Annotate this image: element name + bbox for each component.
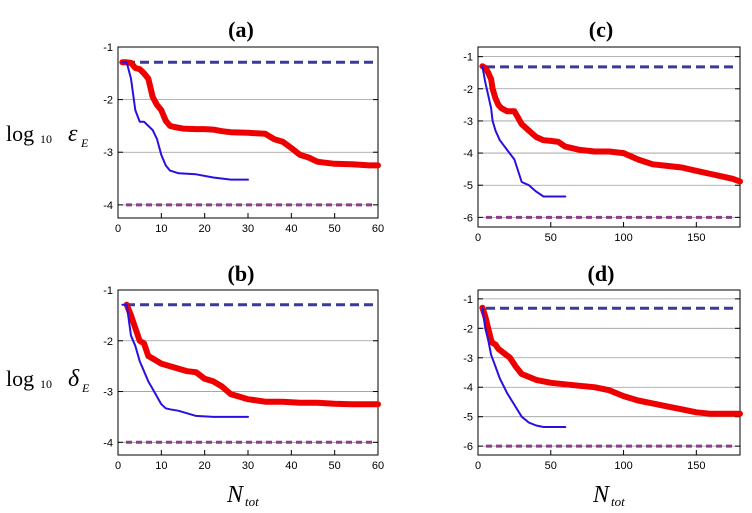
ylabel-bottom-symbol: δ (68, 366, 80, 392)
y-tick-label: -1 (103, 285, 113, 297)
ylabel-top-prefix: log (6, 121, 34, 146)
panel-title-d: (d) (588, 261, 615, 286)
plot-frame (117, 289, 379, 456)
x-tick-label: 40 (285, 460, 297, 472)
x-tick-label: 0 (475, 232, 481, 244)
x-tick-label: 150 (687, 232, 705, 244)
x-tick-label: 20 (199, 460, 211, 472)
y-tick-label: -2 (103, 95, 113, 107)
x-tick-label: 10 (155, 460, 167, 472)
xlabel-left-symbol: N (226, 482, 245, 508)
ylabel-top-base: 10 (40, 132, 52, 146)
ylabel-bottom-base: 10 (40, 377, 52, 391)
x-tick-label: 50 (545, 460, 557, 472)
panel-a: -1 -2 -3 -40 10 20 30 40 50 60 (103, 42, 384, 235)
series-line-red (479, 304, 743, 417)
y-tick-label: -3 (463, 116, 473, 128)
y-tick-label: -3 (463, 353, 473, 365)
series-line-blue (121, 303, 249, 418)
y-tick-label: -3 (103, 147, 113, 159)
plot-frame (477, 46, 741, 228)
y-tick-label: -1 (103, 42, 113, 54)
ylabel-bottom-prefix: log (6, 366, 34, 391)
x-tick-label: 0 (475, 460, 481, 472)
x-tick-label: 50 (545, 232, 557, 244)
y-tick-label: -6 (463, 212, 473, 224)
panel-title-c: (c) (589, 17, 613, 42)
y-tick-label: -6 (463, 441, 473, 453)
y-tick-label: -5 (463, 180, 473, 192)
x-tick-label: 0 (115, 223, 121, 235)
y-tick-label: -1 (463, 52, 473, 64)
panel-b: -1 -2 -3 -40 10 20 30 40 50 60 (103, 285, 384, 472)
y-tick-label: -3 (103, 387, 113, 399)
series-line-blue (481, 65, 567, 198)
y-tick-label: -4 (463, 148, 473, 160)
ylabel-top-symbol: ε (68, 121, 78, 147)
y-tick-label: -4 (103, 437, 113, 449)
plot-frame (477, 289, 741, 456)
y-tick-label: -4 (463, 382, 473, 394)
y-tick-label: -5 (463, 412, 473, 424)
x-tick-label: 0 (115, 460, 121, 472)
y-tick-label: -4 (103, 200, 113, 212)
ylabel-bottom: log 10 δ E (6, 366, 90, 395)
series-line-red (119, 59, 381, 169)
ylabel-top-symbol-sub: E (80, 136, 89, 150)
panel-title-b: (b) (228, 261, 255, 286)
series-line-red (123, 301, 381, 408)
x-tick-label: 50 (329, 460, 341, 472)
x-tick-label: 100 (614, 460, 632, 472)
panel-title-a: (a) (228, 17, 254, 42)
panel-d: -1 -2 -3 -4 -5 -60 50 100 150 (463, 289, 743, 472)
y-tick-label: -1 (463, 294, 473, 306)
ylabel-bottom-symbol-sub: E (81, 381, 90, 395)
y-tick-label: -2 (463, 323, 473, 335)
ylabel-top: log 10 ε E (6, 121, 89, 150)
xlabel-right-sub: tot (611, 494, 625, 509)
xlabel-right: N tot (592, 482, 625, 509)
series-line-red (479, 63, 743, 185)
xlabel-left-sub: tot (245, 494, 259, 509)
xlabel-left: N tot (226, 482, 259, 509)
x-tick-label: 150 (687, 460, 705, 472)
x-tick-label: 60 (372, 460, 384, 472)
panel-c: -1 -2 -3 -4 -5 -60 50 100 150 (463, 46, 743, 244)
y-tick-label: -2 (103, 336, 113, 348)
y-tick-label: -2 (463, 84, 473, 96)
x-tick-label: 50 (329, 223, 341, 235)
series-line-blue (121, 61, 249, 181)
x-tick-label: 30 (242, 223, 254, 235)
series-line-blue (481, 306, 567, 428)
x-tick-label: 40 (285, 223, 297, 235)
x-tick-label: 30 (242, 460, 254, 472)
x-tick-label: 20 (199, 223, 211, 235)
x-tick-label: 100 (614, 232, 632, 244)
x-tick-label: 10 (155, 223, 167, 235)
x-tick-label: 60 (372, 223, 384, 235)
xlabel-right-symbol: N (592, 482, 611, 508)
